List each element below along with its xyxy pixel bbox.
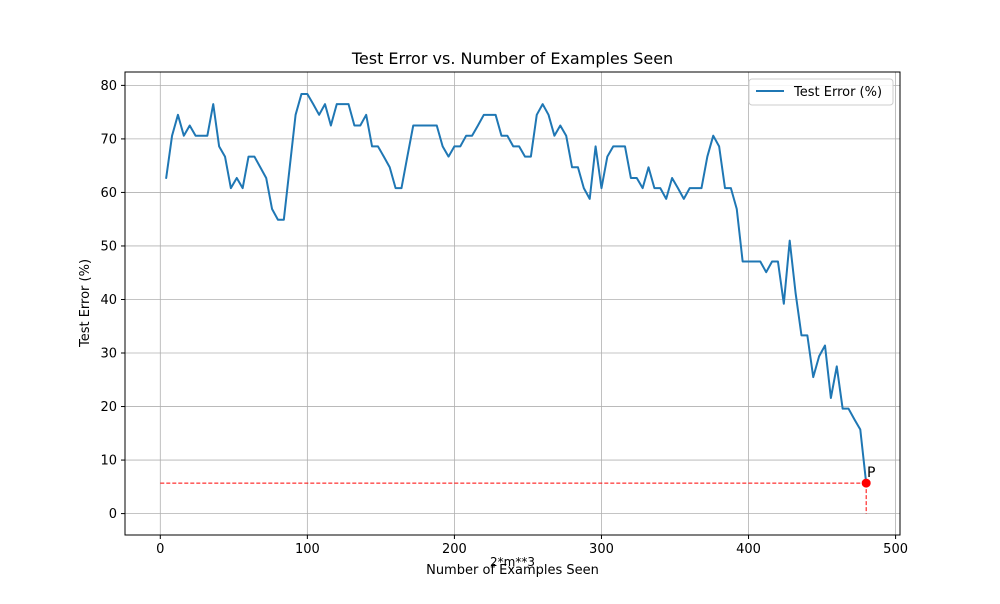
legend-entry-test-error: Test Error (%) [793,85,882,100]
legend: Test Error (%) [748,78,894,106]
series-layer [165,92,868,485]
y-tick-label: 30 [100,347,117,362]
x-tick-label: 100 [295,542,320,557]
x-tick-label: 300 [589,542,614,557]
chart-title: Test Error vs. Number of Examples Seen [351,49,673,68]
y-tick-label: 60 [100,186,117,201]
y-axis-label: Test Error (%) [78,259,93,348]
series-line-test-error [165,92,868,485]
x-tick-label: 0 [156,542,164,557]
y-tick-label: 20 [100,400,117,415]
x-tick-label: 200 [442,542,467,557]
y-tick-label: 50 [100,239,117,254]
legend-box [748,78,894,106]
y-tick-label: 10 [100,454,117,469]
plot-frame [124,71,901,536]
highlight-point-p [861,478,871,488]
y-tick-label: 70 [100,132,117,147]
y-tick-label: 40 [100,293,117,308]
y-tick-label: 80 [100,79,117,94]
x-tick-label: 500 [883,542,908,557]
point-layer [861,478,871,488]
x-axis-note: 2*m**3 [490,555,535,569]
reference-lines [160,482,867,514]
point-annotation-p: P [867,465,875,481]
y-tick-label: 0 [109,507,117,522]
x-axis-label: Number of Examples Seen [426,563,599,578]
axis-ticks: 0 100 200 300 400 500 0 10 20 30 40 50 60 70 80 [100,79,908,557]
x-tick-label: 400 [736,542,761,557]
grid-lines [125,72,900,535]
